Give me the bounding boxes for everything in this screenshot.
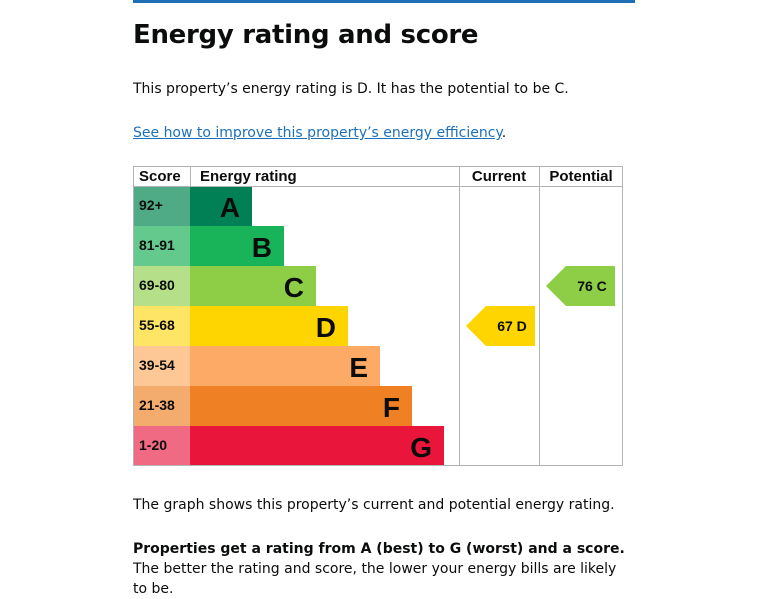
score-cell-b: [133, 226, 190, 266]
rating-letter-g: G: [410, 432, 432, 463]
energy-rating-chart: Score Energy rating Current Potential 92+ A 81…: [133, 166, 623, 466]
rating-bar-d: [190, 306, 348, 346]
header-energy-rating: Energy rating: [200, 168, 297, 185]
top-rule: [133, 0, 635, 3]
score-range-a: 92+: [139, 197, 163, 213]
rating-letter-d: D: [316, 312, 336, 343]
improve-paragraph: See how to improve this property’s energ…: [133, 123, 506, 143]
score-range-g: 1-20: [139, 437, 167, 453]
score-cell-c: [133, 266, 190, 306]
rating-bar-b: [190, 226, 284, 266]
rating-explanation: Properties get a rating from A (best) to…: [133, 539, 633, 599]
rating-letter-c: C: [284, 272, 304, 303]
potential-rating-label: 76 C: [577, 278, 607, 294]
potential-arrow: [546, 266, 615, 306]
score-range-c: 69-80: [139, 277, 175, 293]
rating-bar-a: [190, 186, 252, 226]
score-range-b: 81-91: [139, 237, 175, 253]
rating-bar-g: [190, 426, 444, 466]
graph-caption: The graph shows this property’s current …: [133, 497, 615, 513]
rating-explanation-bold: Properties get a rating from A (best) to…: [133, 541, 625, 557]
rating-bar-e: [190, 346, 380, 386]
header-current: Current: [472, 168, 526, 185]
rating-bar-f: [190, 386, 412, 426]
score-range-e: 39-54: [139, 357, 175, 373]
current-arrow: [466, 306, 535, 346]
header-potential: Potential: [549, 168, 612, 185]
rating-summary: This property’s energy rating is D. It h…: [133, 81, 569, 97]
rating-letter-b: B: [252, 232, 272, 263]
energy-rating-graph: Score Energy rating Current Potential 92+ A 81…: [133, 166, 623, 466]
score-cell-e: [133, 346, 190, 386]
score-cell-a: [133, 186, 190, 226]
improve-efficiency-link[interactable]: See how to improve this property’s energ…: [133, 125, 502, 141]
rating-letter-a: A: [220, 192, 240, 223]
score-cell-d: [133, 306, 190, 346]
page-title: Energy rating and score: [133, 20, 479, 50]
link-suffix: .: [501, 125, 507, 141]
rating-letter-e: E: [349, 352, 368, 383]
current-rating-label: 67 D: [497, 318, 527, 334]
score-cell-g: [133, 426, 190, 466]
score-cell-f: [133, 386, 190, 426]
rating-bar-c: [190, 266, 316, 306]
rating-explanation-rest: The better the rating and score, the low…: [133, 561, 617, 597]
score-range-f: 21-38: [139, 397, 175, 413]
chart-border: [133, 166, 623, 466]
score-range-d: 55-68: [139, 317, 175, 333]
rating-letter-f: F: [383, 392, 400, 423]
header-score: Score: [139, 168, 181, 185]
